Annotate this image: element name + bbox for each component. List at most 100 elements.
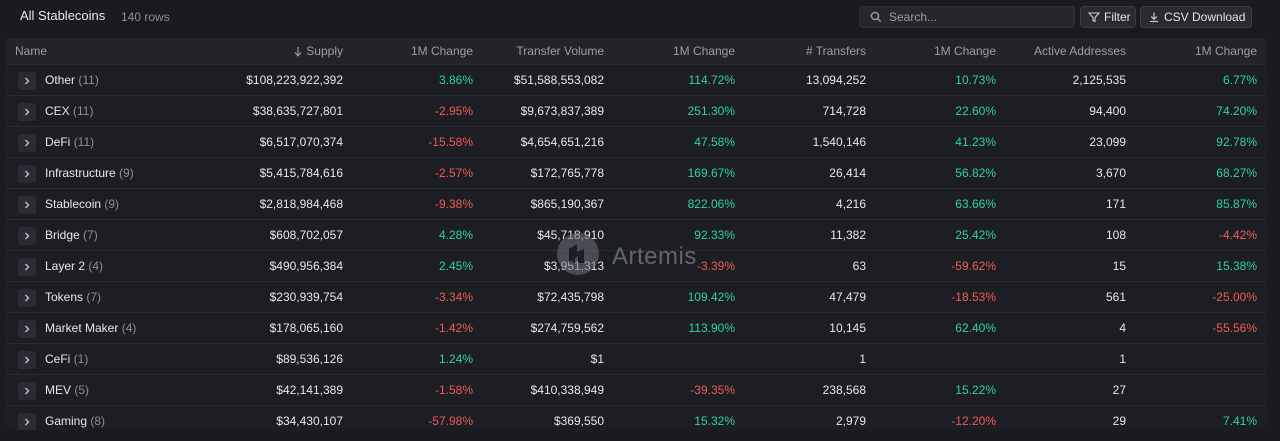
cell-volume-change: 47.58%	[694, 135, 735, 149]
cell-transfers: 714,728	[822, 104, 866, 118]
table-row[interactable]: Market Maker (4) $178,065,160 -1.42% $274,7…	[6, 313, 1266, 344]
category-count: (7)	[83, 228, 98, 242]
cell-transfer-volume: $72,435,798	[537, 290, 604, 304]
cell-name: Infrastructure (9)	[45, 166, 134, 180]
expand-row-button[interactable]	[18, 413, 36, 430]
stablecoin-table: Name Supply 1M Change Transfer Volume 1M…	[6, 38, 1266, 430]
cell-supply: $42,141,389	[276, 383, 343, 397]
csv-label: CSV Download	[1164, 10, 1246, 24]
filter-label: Filter	[1104, 10, 1131, 24]
category-name: Infrastructure	[45, 166, 116, 180]
cell-addresses-change: -55.56%	[1212, 321, 1257, 335]
cell-volume-change: 92.33%	[694, 228, 735, 242]
category-name: Stablecoin	[45, 197, 102, 211]
cell-supply-change: -15.58%	[428, 135, 473, 149]
cell-addresses-change: 6.77%	[1222, 73, 1257, 87]
table-row[interactable]: DeFi (11) $6,517,070,374 -15.58% $4,654,651…	[6, 127, 1266, 158]
csv-download-button[interactable]: CSV Download	[1140, 6, 1252, 28]
filter-icon	[1088, 11, 1100, 23]
cell-supply-change: -9.38%	[434, 197, 473, 211]
cell-addresses-change: 7.41%	[1222, 414, 1257, 428]
chevron-right-icon	[25, 418, 30, 426]
cell-addresses-change: 92.78%	[1216, 135, 1257, 149]
col-name[interactable]: Name	[15, 44, 48, 58]
col-addresses-change[interactable]: 1M Change	[1194, 44, 1257, 58]
table-row[interactable]: Tokens (7) $230,939,754 -3.34% $72,435,798 1…	[6, 282, 1266, 313]
cell-name: Other (11)	[45, 73, 99, 87]
col-volume-change[interactable]: 1M Change	[672, 44, 735, 58]
expand-row-button[interactable]	[18, 351, 36, 369]
expand-row-button[interactable]	[18, 289, 36, 307]
cell-transfer-volume: $51,588,553,082	[513, 73, 604, 87]
cell-transfers: 2,979	[835, 414, 866, 428]
cell-transfers: 13,094,252	[805, 73, 866, 87]
cell-transfers-change: 25.42%	[955, 228, 996, 242]
table-row[interactable]: Stablecoin (9) $2,818,984,468 -9.38% $865,1…	[6, 189, 1266, 220]
chevron-right-icon	[25, 201, 30, 209]
category-count: (11)	[78, 73, 99, 87]
cell-active-addresses: 23,099	[1089, 135, 1126, 149]
search-icon	[869, 10, 883, 24]
expand-row-button[interactable]	[18, 320, 36, 338]
category-count: (9)	[104, 197, 120, 211]
col-active-addresses[interactable]: Active Addresses	[1033, 44, 1126, 58]
col-transfers-change[interactable]: 1M Change	[933, 44, 996, 58]
cell-supply-change: 2.45%	[438, 259, 473, 273]
cell-transfers: 47,479	[829, 290, 866, 304]
category-count: (7)	[86, 290, 102, 304]
cell-transfer-volume: $4,654,651,216	[520, 135, 604, 149]
cell-transfer-volume: $1	[590, 352, 604, 366]
category-name: CeFi	[45, 352, 71, 366]
cell-supply: $178,065,160	[269, 321, 343, 335]
col-supply-change[interactable]: 1M Change	[410, 44, 473, 58]
cell-addresses-change: 85.87%	[1216, 197, 1257, 211]
expand-row-button[interactable]	[18, 196, 36, 214]
table-row[interactable]: CeFi (1) $89,536,126 1.24% $1 1 1	[6, 344, 1266, 375]
cell-transfers: 63	[852, 259, 866, 273]
cell-name: MEV (5)	[45, 383, 89, 397]
cell-addresses-change: -4.42%	[1218, 228, 1257, 242]
expand-row-button[interactable]	[18, 103, 36, 121]
cell-transfer-volume: $274,759,562	[530, 321, 604, 335]
cell-transfers-change: -59.62%	[951, 259, 996, 273]
cell-supply-change: 3.86%	[438, 73, 473, 87]
cell-transfer-volume: $9,673,837,389	[520, 104, 604, 118]
expand-row-button[interactable]	[18, 258, 36, 276]
expand-row-button[interactable]	[18, 227, 36, 245]
category-count: (9)	[119, 166, 134, 180]
expand-row-button[interactable]	[18, 382, 36, 400]
cell-active-addresses: 561	[1105, 290, 1126, 304]
cell-supply-change: -1.42%	[434, 321, 473, 335]
cell-name: Tokens (7)	[45, 290, 101, 304]
col-supply[interactable]: Supply	[293, 44, 343, 58]
cell-transfers: 1,540,146	[812, 135, 866, 149]
expand-row-button[interactable]	[18, 72, 36, 90]
search-box[interactable]	[859, 6, 1075, 28]
cell-active-addresses: 171	[1105, 197, 1126, 211]
expand-row-button[interactable]	[18, 165, 36, 183]
cell-transfer-volume: $172,765,778	[530, 166, 604, 180]
cell-transfers-change: 41.23%	[955, 135, 996, 149]
chevron-right-icon	[25, 387, 30, 395]
search-input[interactable]	[887, 9, 1071, 25]
chevron-right-icon	[25, 325, 30, 333]
cell-supply: $34,430,107	[276, 414, 343, 428]
chevron-right-icon	[25, 170, 30, 178]
download-icon	[1148, 11, 1160, 23]
table-row[interactable]: Bridge (7)$608,702,0574.28%$45,718,91092…	[6, 220, 1266, 251]
cell-name: Bridge (7)	[45, 228, 98, 242]
table-row[interactable]: MEV (5) $42,141,389 -1.58% $410,338,949 -39.…	[6, 375, 1266, 406]
cell-name: DeFi (11)	[45, 135, 94, 149]
table-row[interactable]: Gaming (8) $34,430,107 -57.98% $369,550 15.3…	[6, 406, 1266, 430]
cell-supply: $230,939,754	[269, 290, 343, 304]
table-row[interactable]: Other (11) $108,223,922,392 3.86% $51,588,5…	[6, 65, 1266, 96]
cell-transfer-volume: $369,550	[553, 414, 604, 428]
cell-transfers: 1	[859, 352, 866, 366]
col-transfers[interactable]: # Transfers	[805, 44, 866, 58]
filter-button[interactable]: Filter	[1080, 6, 1136, 28]
table-row[interactable]: Infrastructure (9) $5,415,784,616 -2.57% $1…	[6, 158, 1266, 189]
col-transfer-volume[interactable]: Transfer Volume	[516, 44, 604, 58]
expand-row-button[interactable]	[18, 134, 36, 152]
cell-supply: $490,956,384	[269, 259, 343, 273]
table-row[interactable]: CEX (11) $38,635,727,801 -2.95% $9,673,837,…	[6, 96, 1266, 127]
